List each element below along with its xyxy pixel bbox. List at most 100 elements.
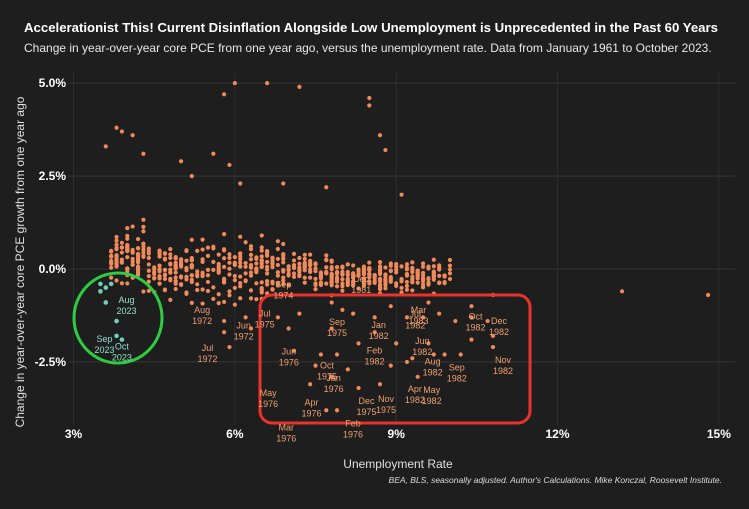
data-point xyxy=(442,281,447,286)
data-point xyxy=(313,281,318,286)
red-box-highlight xyxy=(258,293,532,425)
data-point xyxy=(146,246,151,251)
data-point xyxy=(345,367,350,372)
data-point xyxy=(135,253,141,258)
x-axis-ticks: 3% 6% 9% 12% 15% xyxy=(65,427,731,441)
data-point xyxy=(178,282,184,287)
data-point xyxy=(141,253,146,258)
data-point xyxy=(356,341,361,346)
data-point xyxy=(302,275,307,280)
data-point xyxy=(227,266,232,271)
data-point xyxy=(281,260,286,265)
data-point xyxy=(238,234,243,239)
data-point xyxy=(345,282,350,288)
data-point xyxy=(184,290,189,295)
data-point xyxy=(109,261,114,266)
data-point xyxy=(410,267,415,273)
data-point xyxy=(415,280,420,285)
data-point xyxy=(200,237,205,242)
data-point xyxy=(135,257,141,262)
data-point xyxy=(189,277,194,282)
data-point xyxy=(205,288,211,294)
data-point xyxy=(146,268,151,273)
data-point xyxy=(178,159,184,164)
data-point xyxy=(200,257,205,262)
data-point xyxy=(119,240,125,245)
data-point xyxy=(324,253,329,258)
data-point xyxy=(334,284,340,289)
data-point xyxy=(119,281,125,286)
data-point xyxy=(114,242,119,247)
y-tick-label: -2.5% xyxy=(35,355,67,369)
historical-point-label: Dec 1981 xyxy=(351,274,371,295)
data-point xyxy=(248,252,254,258)
data-point xyxy=(302,268,307,273)
data-point xyxy=(216,269,221,274)
data-point xyxy=(447,263,453,268)
data-point xyxy=(275,315,280,320)
data-point xyxy=(135,267,141,272)
data-point xyxy=(157,276,162,281)
historical-point-label: Aug 1972 xyxy=(192,305,212,326)
data-point xyxy=(297,84,302,89)
data-point xyxy=(211,259,216,264)
data-point xyxy=(221,232,227,237)
data-point xyxy=(243,260,248,266)
data-point xyxy=(394,267,399,273)
data-point xyxy=(324,408,329,413)
data-point xyxy=(178,262,184,268)
data-point xyxy=(404,265,410,270)
data-point xyxy=(420,315,426,320)
data-point xyxy=(135,270,141,275)
data-point xyxy=(248,288,254,293)
data-point xyxy=(324,269,329,274)
data-point xyxy=(324,281,329,286)
data-point xyxy=(168,276,173,281)
data-point xyxy=(329,258,334,263)
data-point xyxy=(265,81,270,86)
data-point xyxy=(340,271,345,277)
historical-point-label: Mar 1976 xyxy=(276,422,296,443)
data-point xyxy=(426,341,431,346)
data-point xyxy=(141,229,146,234)
data-point xyxy=(157,268,162,274)
data-point xyxy=(205,245,211,250)
data-point xyxy=(313,286,318,292)
data-point xyxy=(243,240,248,245)
data-point xyxy=(130,224,135,229)
data-point xyxy=(168,247,173,252)
data-point xyxy=(248,273,254,278)
data-point xyxy=(420,285,426,290)
data-point xyxy=(437,280,442,286)
data-point xyxy=(259,280,264,285)
data-point xyxy=(399,264,404,269)
data-point xyxy=(361,271,367,277)
data-point xyxy=(404,283,410,289)
data-point xyxy=(431,264,436,269)
data-point xyxy=(238,281,243,286)
data-point xyxy=(329,272,334,277)
data-point xyxy=(114,234,119,240)
data-point xyxy=(302,280,307,285)
data-point xyxy=(141,241,146,246)
data-point xyxy=(383,282,388,288)
data-point xyxy=(189,256,194,261)
data-point xyxy=(286,268,291,273)
data-point xyxy=(125,255,130,260)
recent-data-point xyxy=(103,300,109,305)
x-axis-label: Unemployment Rate xyxy=(343,457,453,471)
data-point xyxy=(141,289,146,294)
data-point xyxy=(173,260,178,265)
chart-subtitle: Change in year-over-year core PCE from o… xyxy=(24,41,712,55)
data-point xyxy=(259,290,264,295)
data-point xyxy=(324,258,329,263)
data-point xyxy=(329,264,334,270)
data-point xyxy=(238,181,243,186)
data-point xyxy=(103,144,108,149)
historical-point-label: Nov 1975 xyxy=(376,394,396,415)
data-point xyxy=(372,279,377,284)
data-point xyxy=(270,259,275,264)
data-point xyxy=(372,315,377,320)
